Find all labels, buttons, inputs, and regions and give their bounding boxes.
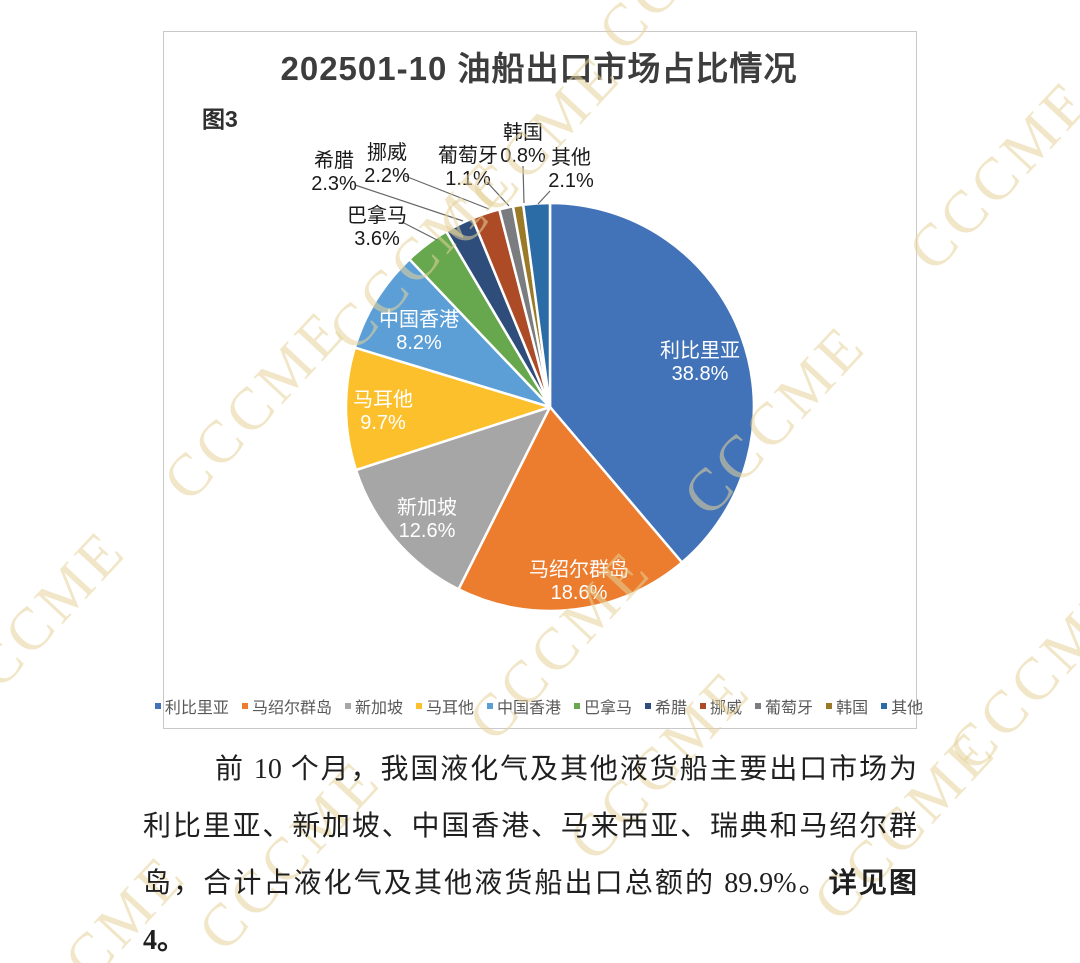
pie-label-category: 韩国 [503, 122, 543, 144]
pie-label-category: 中国香港 [379, 309, 459, 331]
legend-label: 韩国 [836, 700, 869, 717]
pie-label-category: 巴拿马 [347, 205, 407, 227]
body-text-line-2: 利比里亚、新加坡、中国香港、马来西亚、瑞典和马绍尔群 [143, 798, 917, 855]
body-text-line-3: 岛，合计占液化气及其他液货船出口总额的 89.9%。详见图 [143, 855, 917, 912]
pie-label-value: 2.3% [311, 173, 357, 195]
figure-label: 图3 [202, 106, 238, 132]
pie-label-value: 0.8% [500, 145, 546, 167]
legend-marker-icon [700, 703, 707, 709]
pie-label-malta: 马耳他 9.7% [353, 389, 413, 435]
pie-label-category: 马耳他 [353, 389, 413, 411]
pie-label-greece: 希腊 2.3% [311, 150, 357, 196]
pie-slice-liberia [548, 201, 756, 564]
pie-label-category: 新加坡 [397, 497, 457, 519]
legend-item-greece: 希腊 [645, 694, 687, 718]
legend-label: 马绍尔群岛 [251, 700, 332, 717]
legend-label: 葡萄牙 [765, 700, 814, 717]
legend-marker-icon [881, 703, 888, 709]
pie-label-value: 18.6% [550, 582, 608, 604]
pie-label-norway: 挪威 2.2% [364, 142, 410, 188]
leader-line-south-korea [522, 165, 525, 204]
body-text-bold: 4。 [143, 925, 186, 956]
pie-slice-marshall-islands [457, 405, 684, 613]
pie-label-category: 其他 [551, 147, 591, 169]
legend-item-norway: 挪威 [700, 694, 742, 718]
legend-marker-icon [241, 703, 248, 709]
legend-marker-icon [645, 703, 652, 709]
pie-label-liberia: 利比里亚 38.8% [660, 340, 740, 386]
legend-label: 中国香港 [496, 700, 561, 717]
legend-marker-icon [415, 703, 422, 709]
leader-line-portugal [486, 181, 510, 207]
legend-label: 巴拿马 [584, 700, 633, 717]
pie-label-category: 利比里亚 [660, 340, 740, 362]
body-text-segment: 岛，合计占液化气及其他液货船出口总额的 89.9%。 [143, 868, 829, 899]
legend-marker-icon [574, 703, 580, 709]
pie-label-singapore: 新加坡 12.6% [397, 497, 457, 543]
legend-item-portugal: 葡萄牙 [755, 694, 813, 718]
pie-slice-malta [344, 346, 552, 472]
pie-label-hong-kong-china: 中国香港 8.2% [379, 309, 459, 355]
legend-item-panama: 巴拿马 [574, 694, 632, 718]
leader-line-panama [401, 221, 438, 241]
legend-marker-icon [344, 703, 351, 709]
pie-label-value: 8.2% [396, 332, 442, 354]
legend-label: 其他 [891, 700, 924, 717]
body-text-bold: 详见图 [828, 868, 917, 899]
body-text-segment: 前 10 个月，我国液化气及其他液货船主要出口市场为 [215, 754, 917, 785]
body-text-line-1: 前 10 个月，我国液化气及其他液货船主要出口市场为 [143, 741, 917, 798]
pie-label-value: 1.1% [445, 168, 491, 190]
pie-label-value: 2.1% [548, 170, 594, 192]
pie-label-category: 葡萄牙 [438, 145, 498, 167]
legend-item-hong-kong-china: 中国香港 [486, 694, 561, 718]
pie-label-other: 其他 2.1% [548, 147, 594, 193]
legend-marker-icon [826, 703, 833, 709]
body-text-segment: 利比里亚、新加坡、中国香港、马来西亚、瑞典和马绍尔群 [143, 811, 917, 842]
legend-label: 新加坡 [354, 700, 403, 717]
legend-marker-icon [755, 703, 762, 709]
leader-line-other [537, 190, 551, 205]
pie-label-category: 挪威 [367, 142, 407, 164]
legend-label: 希腊 [655, 700, 688, 717]
legend-marker-icon [154, 703, 161, 709]
pie-label-category: 马绍尔群岛 [529, 559, 629, 581]
body-text-line-4: 4。 [143, 912, 917, 963]
pie-slice-singapore [354, 405, 552, 591]
legend-item-marshall-islands: 马绍尔群岛 [241, 694, 332, 718]
body-paragraph: 前 10 个月，我国液化气及其他液货船主要出口市场为利比里亚、新加坡、中国香港、… [143, 741, 917, 963]
pie-label-south-korea: 韩国 0.8% [500, 122, 546, 168]
chart-title: 202501-10 油船出口市场占比情况 [280, 50, 798, 87]
pie-label-category: 希腊 [314, 150, 354, 172]
pie-label-marshall-islands: 马绍尔群岛 18.6% [529, 559, 629, 605]
leader-line-norway [404, 175, 490, 210]
legend-marker-icon [486, 703, 493, 709]
legend-item-other: 其他 [881, 694, 923, 718]
legend-item-malta: 马耳他 [415, 694, 474, 718]
pie-label-value: 3.6% [354, 228, 400, 250]
pie-label-value: 38.8% [671, 363, 729, 385]
legend-item-liberia: 利比里亚 [154, 694, 229, 718]
pie-label-portugal: 葡萄牙 1.1% [438, 145, 498, 191]
pie-label-panama: 巴拿马 3.6% [347, 205, 407, 251]
legend-label: 挪威 [710, 700, 743, 717]
pie-slice-hong-kong-china [353, 257, 552, 409]
chart-legend: 利比里亚 马绍尔群岛 新加坡 马耳他 中国香港 巴拿马 希腊 挪威 葡萄牙 韩国 其他 [154, 694, 923, 718]
pie-slice-other [521, 201, 552, 409]
pie-label-value: 12.6% [398, 520, 456, 542]
pie-label-value: 9.7% [360, 412, 406, 434]
leader-line-greece [354, 184, 464, 222]
legend-label: 利比里亚 [164, 700, 229, 717]
legend-label: 马耳他 [425, 700, 474, 717]
legend-item-south-korea: 韩国 [826, 694, 868, 718]
pie-label-value: 2.2% [364, 165, 410, 187]
legend-item-singapore: 新加坡 [344, 694, 403, 718]
